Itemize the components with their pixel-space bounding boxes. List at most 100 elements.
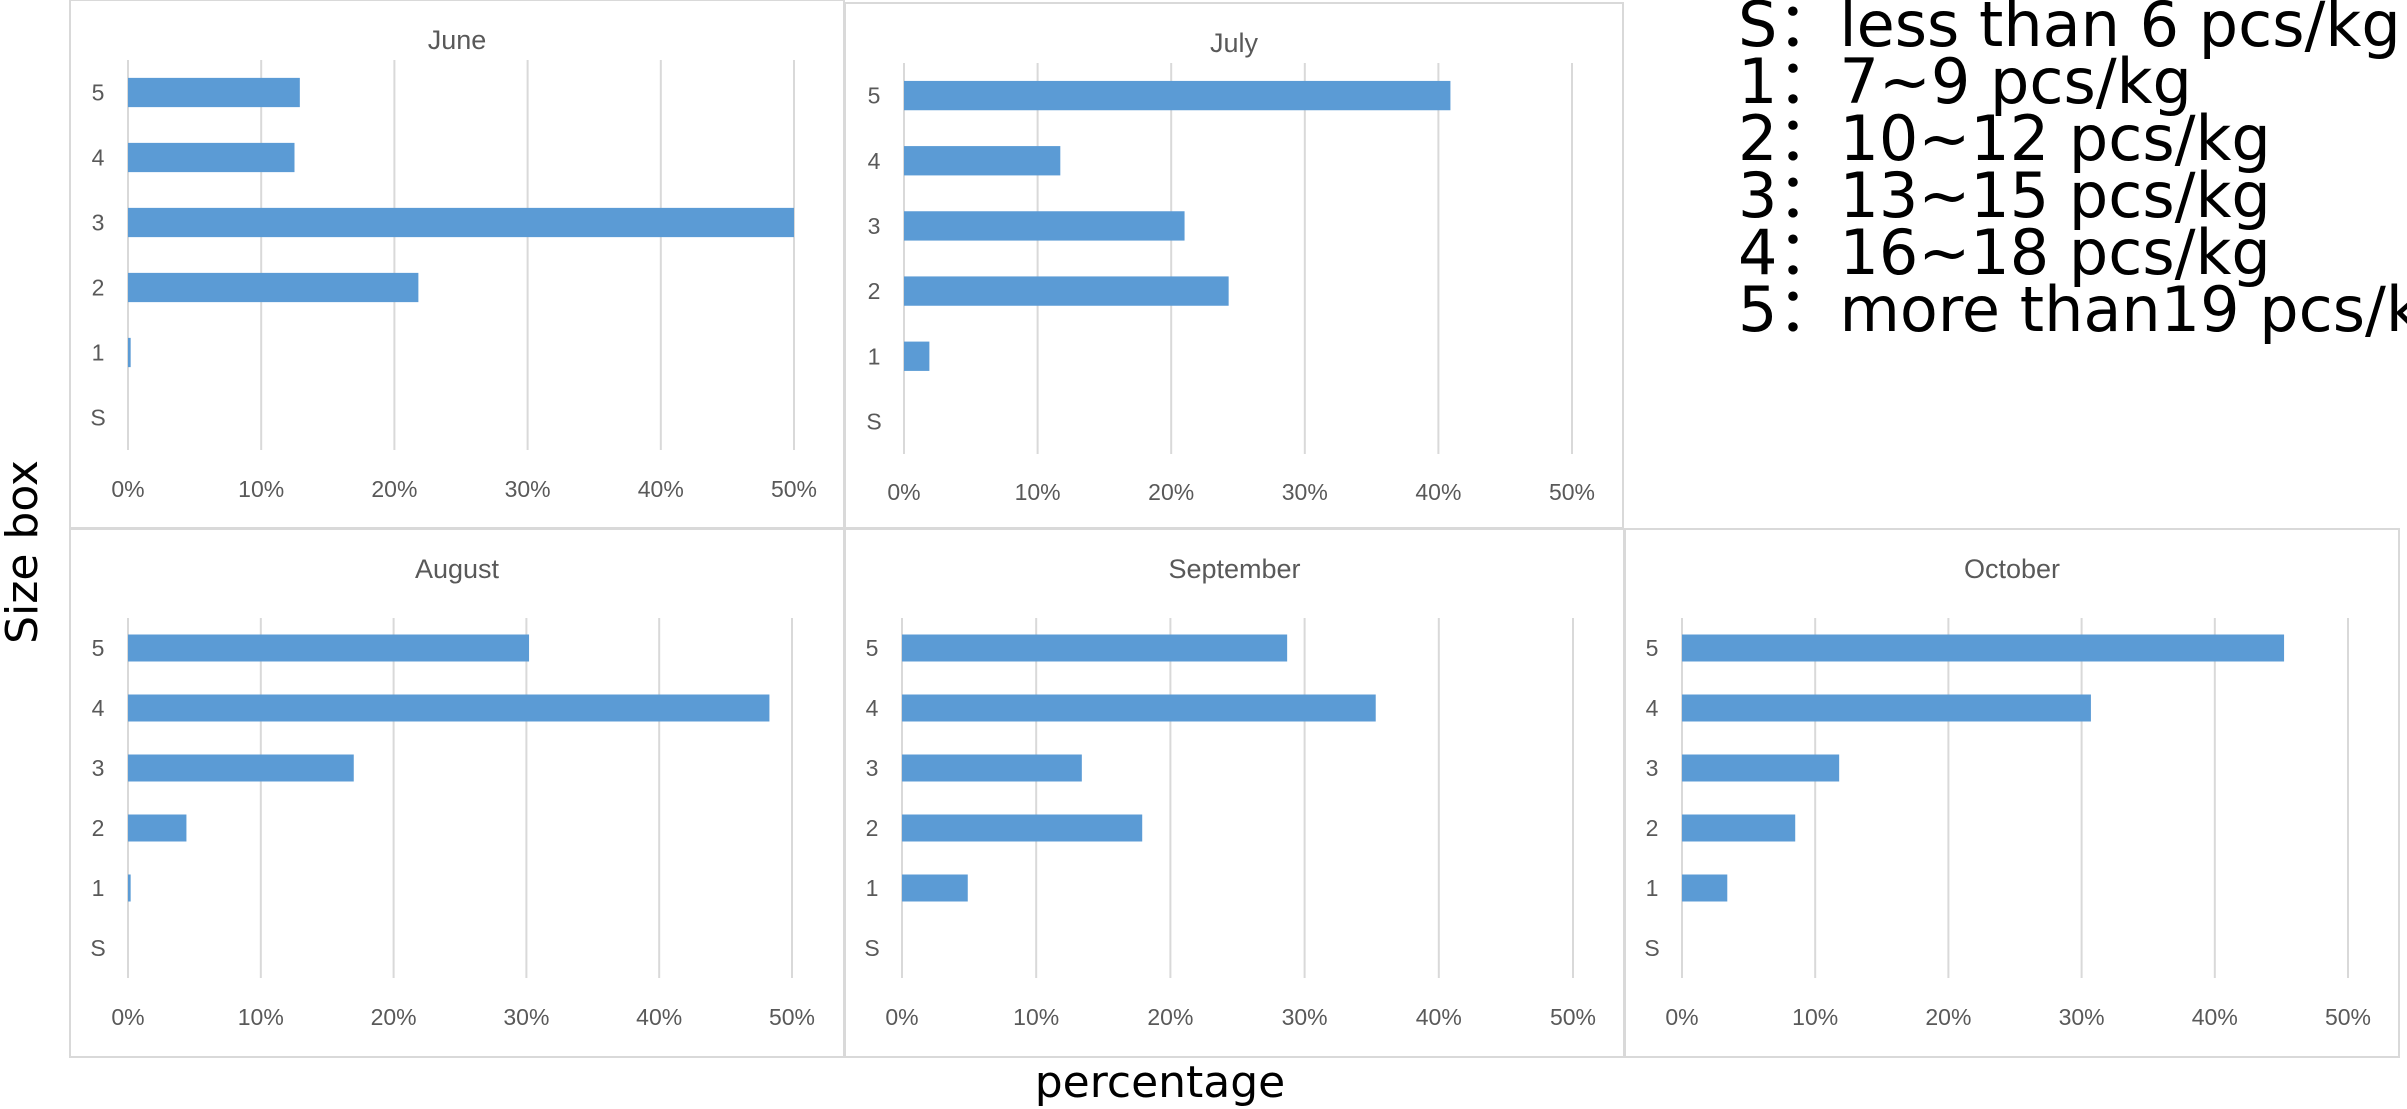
bar-size-3: [902, 754, 1082, 782]
x-tick-label: 30%: [2059, 1004, 2105, 1030]
panel-july: July 0% 10% 20% 30% 40% 50% S 1 2 3 4 5: [844, 2, 1624, 529]
bar-size-5: [902, 634, 1288, 662]
x-tick-label: 30%: [505, 476, 551, 502]
panel-august: August 0% 10% 20% 30% 40% 50% S 1 2 3 4 5: [69, 528, 845, 1058]
x-tick-label: 0%: [111, 476, 144, 502]
panel-title: July: [1210, 28, 1259, 58]
x-tick-label: 10%: [1013, 1004, 1059, 1030]
x-tick-label: 10%: [238, 476, 284, 502]
y-tick-label: 3: [1646, 755, 1659, 781]
x-tick-label: 30%: [1282, 479, 1328, 505]
y-tick-label: 3: [866, 755, 879, 781]
y-tick-label: 4: [92, 695, 105, 721]
x-tick-label: 0%: [111, 1004, 144, 1030]
bar-size-5: [1682, 634, 2285, 662]
panel-frame: [844, 528, 1625, 1058]
x-tick-label: 50%: [2325, 1004, 2371, 1030]
y-tick-label: 5: [92, 635, 105, 661]
x-tick-label: 10%: [238, 1004, 284, 1030]
bar-size-4: [1682, 694, 2091, 722]
y-tick-label: 4: [1646, 695, 1659, 721]
y-tick-label: S: [90, 935, 105, 961]
bar-size-3: [904, 211, 1185, 241]
legend-line: 2：10~12 pcs/kg: [1738, 102, 2271, 175]
bar-size-1: [902, 874, 968, 902]
bar-size-4: [904, 146, 1061, 176]
y-tick-label: S: [90, 405, 105, 431]
y-tick-label: 3: [92, 210, 105, 236]
x-tick-label: 40%: [1415, 479, 1461, 505]
x-tick-label: 40%: [636, 1004, 682, 1030]
x-tick-label: 50%: [1549, 479, 1595, 505]
x-tick-label: 20%: [1925, 1004, 1971, 1030]
bar-size-1: [904, 341, 930, 371]
y-tick-label: 3: [92, 755, 105, 781]
y-tick-label: 1: [866, 875, 879, 901]
bar-size-1: [128, 337, 131, 368]
x-axis-title: percentage: [1035, 1057, 1286, 1108]
legend-line: 5：more than19 pcs/kg: [1738, 273, 2407, 346]
panel-title: October: [1964, 554, 2060, 584]
legend-line: 4：16~18 pcs/kg: [1738, 216, 2271, 289]
bar-size-3: [128, 207, 794, 238]
x-tick-label: 0%: [885, 1004, 918, 1030]
bar-size-4: [128, 142, 295, 173]
panel-frame: [1624, 528, 2400, 1058]
x-tick-label: 10%: [1015, 479, 1061, 505]
y-tick-label: 5: [92, 80, 105, 106]
x-tick-label: 10%: [1792, 1004, 1838, 1030]
panel-september: September 0% 10% 20% 30% 40% 50% S 1 2 3 4 5: [844, 528, 1625, 1058]
y-tick-label: 1: [92, 875, 105, 901]
y-tick-label: 5: [1646, 635, 1659, 661]
y-tick-label: S: [866, 408, 881, 434]
size-legend: S：less than 6 pcs/kg1：7~9 pcs/kg2：10~12 …: [1738, 0, 2407, 346]
y-tick-label: 4: [92, 145, 105, 171]
y-tick-label: 4: [868, 148, 881, 174]
y-tick-label: 2: [92, 275, 105, 301]
legend-line: S：less than 6 pcs/kg: [1738, 0, 2401, 61]
bar-size-5: [128, 77, 300, 108]
x-tick-label: 20%: [1147, 1004, 1193, 1030]
legend-line: 1：7~9 pcs/kg: [1738, 45, 2192, 118]
x-tick-label: 30%: [503, 1004, 549, 1030]
x-tick-label: 20%: [371, 476, 417, 502]
bar-size-2: [904, 276, 1229, 306]
bar-size-4: [902, 694, 1376, 722]
x-tick-label: 0%: [1665, 1004, 1698, 1030]
bar-size-3: [1682, 754, 1840, 782]
x-tick-label: 50%: [769, 1004, 815, 1030]
x-tick-label: 40%: [638, 476, 684, 502]
panel-frame: [69, 528, 845, 1058]
x-tick-label: 40%: [1416, 1004, 1462, 1030]
y-tick-label: 1: [92, 340, 105, 366]
x-tick-label: 20%: [371, 1004, 417, 1030]
bar-size-4: [128, 694, 770, 722]
y-tick-label: 5: [866, 635, 879, 661]
bar-size-2: [128, 814, 187, 842]
bar-size-5: [904, 80, 1451, 111]
x-tick-label: 50%: [1550, 1004, 1596, 1030]
y-tick-label: 3: [868, 213, 881, 239]
y-tick-label: 4: [866, 695, 879, 721]
bar-size-2: [1682, 814, 1796, 842]
x-tick-label: 20%: [1148, 479, 1194, 505]
bar-size-3: [128, 754, 354, 782]
y-tick-label: 1: [1646, 875, 1659, 901]
bar-size-2: [902, 814, 1143, 842]
bar-size-2: [128, 272, 419, 303]
y-tick-label: 2: [866, 815, 879, 841]
y-tick-label: 1: [868, 343, 881, 369]
panel-title: August: [415, 554, 500, 584]
y-axis-title: Size box: [0, 460, 48, 644]
bar-size-1: [1682, 874, 1728, 902]
panel-title: June: [428, 25, 487, 55]
bar-size-1: [128, 874, 131, 902]
x-tick-label: 50%: [771, 476, 817, 502]
y-tick-label: S: [864, 935, 879, 961]
bar-size-5: [128, 634, 530, 662]
panel-title: September: [1168, 554, 1300, 584]
y-tick-label: 2: [1646, 815, 1659, 841]
x-tick-label: 30%: [1282, 1004, 1328, 1030]
